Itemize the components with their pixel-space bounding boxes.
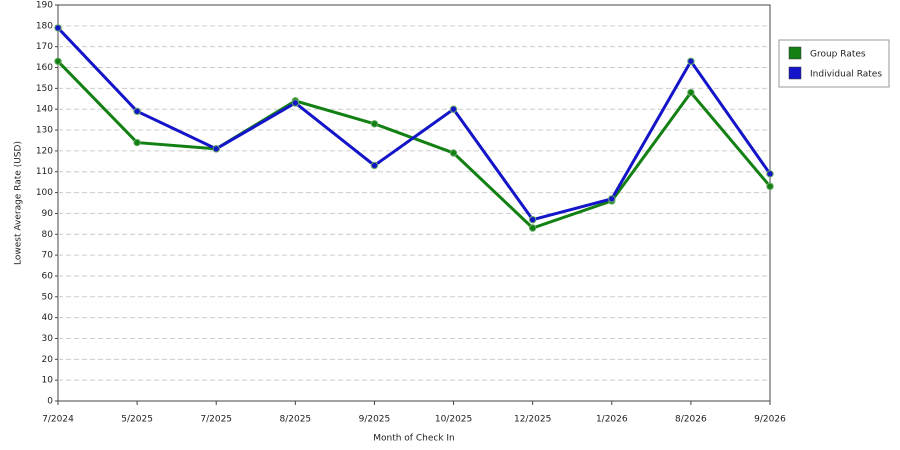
y-tick-label: 100: [36, 188, 53, 198]
point: [212, 145, 220, 153]
y-tick-label: 0: [47, 397, 53, 407]
legend-swatch: [788, 46, 802, 60]
point: [370, 120, 379, 128]
point: [687, 57, 695, 65]
x-tick-label: 9/2025: [359, 415, 391, 425]
point: [766, 170, 774, 178]
y-tick-label: 40: [42, 313, 54, 323]
x-tick-label: 7/2025: [200, 415, 232, 425]
point: [54, 57, 62, 65]
x-tick-label: 10/2025: [435, 415, 472, 425]
series-line: [56, 26, 772, 222]
y-tick-label: 60: [42, 271, 54, 281]
y-tick-label: 50: [42, 292, 54, 302]
x-axis-label: Month of Check In: [373, 434, 455, 444]
y-tick-label: 180: [36, 21, 53, 31]
y-tick-label: 30: [42, 334, 54, 344]
point: [766, 182, 774, 191]
y-tick-label: 150: [36, 84, 53, 94]
x-tick-label: 7/2024: [42, 415, 74, 425]
point: [54, 24, 62, 32]
y-tick-label: 10: [42, 376, 54, 386]
x-tick-label: 9/2026: [754, 415, 786, 425]
y-tick-label: 190: [36, 1, 53, 11]
y-tick-label: 80: [42, 230, 54, 240]
point: [528, 224, 537, 232]
x-tick-label: 12/2025: [514, 415, 551, 425]
point: [133, 107, 141, 115]
y-tick-label: 110: [36, 167, 53, 177]
plot-frame: [57, 4, 771, 402]
x-tick-label: 8/2025: [279, 415, 311, 425]
y-tick-label: 160: [36, 63, 53, 73]
point: [687, 88, 695, 97]
point: [291, 99, 300, 107]
point: [449, 105, 458, 113]
y-tick-label: 170: [36, 42, 53, 52]
x-tick-label: 8/2026: [675, 415, 707, 425]
legend-label: Individual Rates: [810, 70, 882, 80]
y-tick-label: 90: [42, 209, 54, 219]
point: [608, 195, 616, 203]
x-tick-label: 5/2025: [121, 415, 153, 425]
y-tick-label: 130: [36, 126, 53, 136]
y-tick-label: 140: [36, 105, 53, 115]
x-tick-label: 1/2026: [596, 415, 628, 425]
point: [528, 215, 537, 224]
series-line: [56, 60, 772, 230]
legend-label: Group Rates: [810, 50, 866, 60]
y-axis-label: Lowest Average Rate (USD): [14, 141, 24, 265]
legend-swatch: [788, 66, 802, 80]
y-tick-label: 120: [36, 146, 53, 156]
y-tick-label: 70: [42, 251, 54, 261]
point: [370, 161, 379, 170]
point: [133, 138, 141, 147]
point: [449, 149, 458, 157]
y-tick-label: 20: [42, 355, 54, 365]
